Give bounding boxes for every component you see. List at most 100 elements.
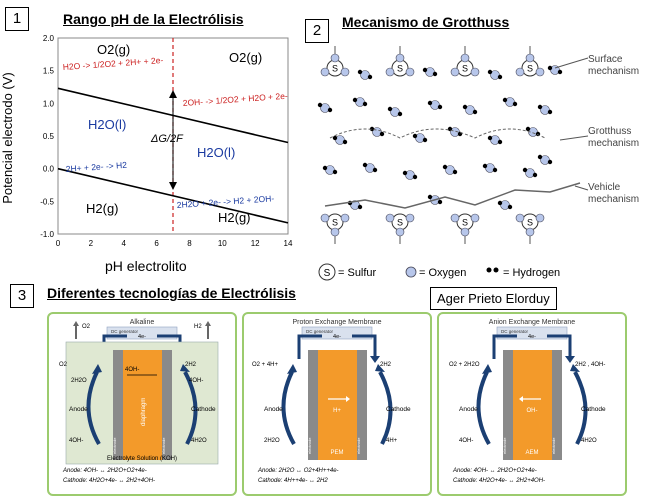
hydrogen-atom — [427, 194, 433, 200]
hydrogen-atom — [372, 167, 378, 173]
cathode-flow-arrow-icon — [180, 364, 190, 372]
oxygen-atom — [525, 227, 535, 237]
region-o2-right: O2(g) — [229, 50, 262, 65]
cathode-flow-arrow-icon — [375, 364, 385, 372]
sulfur-symbol: S — [397, 64, 403, 74]
reaction-lower-left: 2H+ + 2e- -> H2 — [65, 160, 127, 174]
hydrogen-atom — [537, 154, 543, 160]
ion-direction-icon — [346, 396, 350, 402]
right-mid-species: 4OH- — [189, 378, 203, 384]
cathode-flow-arrow-icon — [570, 364, 580, 372]
oxygen-atom — [515, 67, 525, 77]
y-ticks: -1.0 -0.5 0.0 0.5 1.0 1.5 2.0 — [40, 34, 54, 239]
cathode-electrode-label: electrode — [356, 437, 361, 454]
dc-generator-label: DC generator — [306, 329, 334, 334]
electron-label: 4e- — [333, 334, 341, 340]
hydrogen-atom — [497, 74, 503, 80]
oxygen-atom — [535, 213, 545, 223]
anode-equation: Anode: 4OH- ↔ 2H2O+O2+4e- — [62, 468, 147, 474]
water-molecules — [317, 65, 563, 210]
y-tick-label: 1.5 — [43, 67, 55, 76]
hydrogen-atom — [322, 165, 328, 171]
oxygen-atom — [330, 227, 340, 237]
cathode-electrode-label: electrode — [551, 437, 556, 454]
vehicle-path — [324, 182, 581, 209]
anode-flow-arrow-icon — [482, 364, 492, 374]
x-ticks: 0 2 4 6 8 10 12 14 — [56, 239, 293, 248]
grotthuss-pointer — [559, 135, 589, 141]
oxygen-atom — [405, 67, 415, 77]
membrane-label: PEM — [330, 450, 343, 456]
region-h2-left: H2(g) — [86, 201, 119, 216]
sulfur-symbol: S — [462, 64, 468, 74]
hydrogen-atom — [452, 169, 458, 175]
legend-hydrogen-label: = Hydrogen — [503, 267, 560, 279]
hydrogen-atom — [497, 139, 503, 145]
author-label: Ager Prieto Elorduy — [430, 287, 557, 310]
legend-hydrogen-icon-2 — [493, 267, 499, 273]
x-tick-label: 4 — [121, 239, 126, 248]
oxygen-atom — [340, 213, 350, 223]
oxygen-atom — [320, 67, 330, 77]
left-top-species: O2 + 2H2O — [449, 362, 480, 368]
hydrogen-atom — [482, 163, 488, 169]
hydrogen-atom — [369, 126, 375, 132]
hydrogen-atom — [547, 109, 553, 115]
left-top-species: O2 + 4H+ — [252, 362, 279, 368]
panel3-title: Diferentes tecnologías de Electrólisis — [47, 285, 296, 301]
region-h2o-left: H2O(l) — [88, 117, 126, 132]
surface-pointer — [554, 57, 589, 69]
hydrogen-atom — [522, 167, 528, 173]
oxygen-atom — [525, 53, 535, 63]
wire-arrow-icon — [565, 356, 575, 363]
electrolyte-label: Electrolyte Solution (KOH) — [107, 456, 177, 462]
gap-arrow-down — [169, 182, 177, 190]
cell-title: Alkaline — [130, 319, 155, 326]
legend-oxygen-label: = Oxygen — [419, 267, 466, 279]
cathode-flow-arrow — [183, 371, 198, 445]
dc-generator-label: DC generator — [501, 329, 529, 334]
legend-sulfur-icon — [318, 263, 336, 281]
hydrogen-atom — [362, 162, 368, 168]
hydrogen-atom — [412, 133, 418, 139]
gap-label: ΔG/2F — [150, 133, 184, 145]
hydrogen-atom — [547, 65, 553, 71]
hydrogen-atom — [442, 164, 448, 170]
y-tick-label: 0.0 — [43, 165, 55, 174]
anode-electrode — [503, 350, 513, 460]
reaction-upper-right: 2OH- -> 1/2O2 + H2O + 2e- — [182, 91, 288, 108]
oxygen-atom — [340, 67, 350, 77]
cathode-electrode-label: electrode — [161, 437, 166, 454]
x-tick-label: 2 — [89, 239, 94, 248]
membrane — [123, 350, 162, 460]
region-o2-left: O2(g) — [97, 42, 130, 57]
oxygen-atom — [535, 67, 545, 77]
anode-flow-arrow-icon — [287, 364, 297, 374]
y-tick-label: -1.0 — [40, 230, 54, 239]
oxygen-atom — [470, 213, 480, 223]
anode-equation: Anode: 4OH- ↔ 2H2O+O2+4e- — [452, 468, 537, 474]
anode-label: Anode — [459, 406, 478, 413]
hydrogen-atom — [532, 172, 538, 178]
wire-left — [492, 334, 517, 359]
dc-generator-label: DC generator — [111, 329, 139, 334]
hydrogen-atom — [357, 69, 363, 75]
oxygen-atom — [385, 213, 395, 223]
sulfur-symbol: S — [332, 218, 338, 228]
label-grotthuss-mechanism: Grotthuss mechanism — [588, 126, 640, 149]
x-tick-label: 12 — [251, 239, 260, 248]
cathode-label: Cathode — [386, 406, 411, 413]
panel1-title: Rango pH de la Electrólisis — [63, 11, 244, 27]
wire-arrow-icon — [370, 356, 380, 363]
ph-chart: Potencial electrodo (V) -1.0 -0.5 0.0 0.5 1.… — [0, 34, 293, 248]
x-axis-label: pH electrolito — [105, 258, 187, 274]
cathode-flow-arrow — [573, 371, 588, 445]
hydrogen-atom — [397, 111, 403, 117]
ion-direction-icon — [519, 396, 523, 402]
oxygen-atom — [450, 67, 460, 77]
x-tick-label: 14 — [284, 239, 293, 248]
hydrogen-atom — [487, 135, 493, 141]
gas-label-left: O2 — [82, 324, 91, 330]
label-surface-mechanism: Surface mechanism — [588, 54, 640, 77]
hydrogen-atom — [352, 97, 358, 103]
